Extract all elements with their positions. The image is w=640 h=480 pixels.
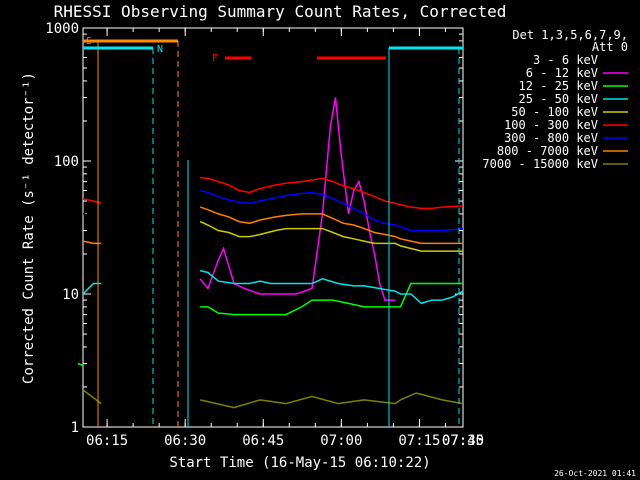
legend-label: 50 - 100 keV — [511, 105, 598, 119]
legend-label: 25 - 50 keV — [519, 92, 598, 106]
legend-label: 300 - 800 keV — [504, 131, 598, 145]
legend-label: 3 - 6 keV — [533, 53, 598, 67]
chart-title: RHESSI Observing Summary Count Rates, Co… — [54, 2, 507, 21]
legend-label: 12 - 25 keV — [519, 79, 598, 93]
series-line-6 — [82, 176, 464, 210]
series-lines — [77, 97, 464, 409]
legend-header-line1: Det 1,3,5,6,7,9, — [512, 28, 628, 42]
y-tick-label: 100 — [54, 154, 79, 170]
flare-flag-label: F — [212, 53, 218, 64]
legend-label: 6 - 12 keV — [526, 66, 598, 80]
plot-frame — [82, 27, 464, 428]
y-tick-label: 1 — [71, 420, 79, 436]
y-tick-label: 1000 — [45, 21, 79, 37]
x-tick-label: 06:30 — [164, 433, 206, 449]
series-line-2 — [199, 97, 396, 301]
night-flag-label: N — [157, 44, 163, 55]
footer-date: 26-Oct-2021 01:41 — [554, 469, 636, 478]
legend-header-line2: Att 0 — [592, 40, 628, 54]
x-tick-label: 06:45 — [242, 433, 284, 449]
series-line-5 — [199, 220, 463, 252]
x-tick-label: 06:15 — [86, 433, 128, 449]
series-line-9 — [82, 389, 464, 409]
y-axis-label: Corrected Count Rate (s⁻¹ detector⁻¹) — [21, 72, 37, 384]
tick-marks — [83, 27, 464, 428]
series-line-7 — [199, 189, 464, 232]
observing-flags: S N F — [83, 36, 463, 427]
saa-flag-label: S — [86, 36, 92, 47]
x-tick-label: 07:30 — [442, 433, 484, 449]
series-line-4 — [82, 269, 464, 305]
legend-label: 100 - 300 keV — [504, 118, 598, 132]
y-tick-label: 10 — [62, 287, 79, 303]
x-tick-label: 07:45 — [442, 433, 484, 449]
series-line-8 — [82, 206, 463, 245]
series-line-3 — [77, 282, 463, 367]
legend-label: 800 - 7000 keV — [497, 144, 598, 158]
series-line-1 — [82, 133, 411, 295]
y-tick-labels: 1 10 100 1000 — [45, 21, 79, 436]
x-tick-label: 07:15 — [398, 433, 440, 449]
x-axis-label: Start Time (16-May-15 06:10:22) — [169, 455, 430, 471]
legend-label: 7000 - 15000 keV — [482, 157, 598, 171]
x-tick-label: 07:00 — [320, 433, 362, 449]
